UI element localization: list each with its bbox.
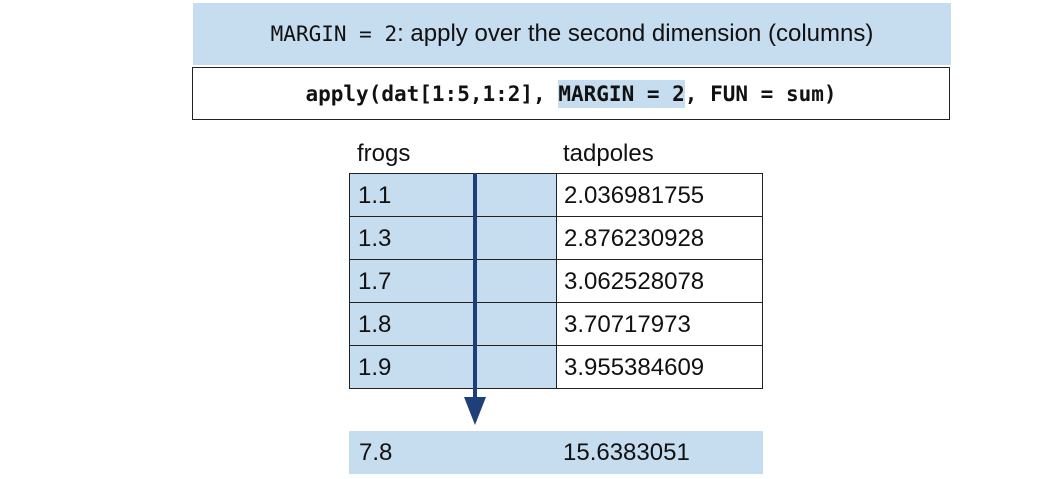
- sum-result-row: 7.8 15.6383051: [349, 431, 763, 474]
- result-tadpoles: 15.6383051: [563, 438, 690, 466]
- cell-frogs: 1.3: [358, 224, 392, 252]
- table-row: 1.3 2.876230928: [350, 217, 762, 260]
- header-tadpoles: tadpoles: [563, 140, 654, 167]
- table-row: 1.8 3.70717973: [350, 303, 762, 346]
- cell-frogs: 1.1: [358, 181, 392, 209]
- result-frogs: 7.8: [359, 438, 393, 466]
- cell-tadpoles: 2.876230928: [564, 224, 705, 252]
- cell-tadpoles: 3.062528078: [564, 267, 705, 295]
- margin-explanation-banner: MARGIN = 2: apply over the second dimens…: [193, 3, 951, 65]
- cell-tadpoles: 2.036981755: [564, 181, 705, 209]
- cell-frogs: 1.7: [358, 267, 392, 295]
- down-arrow-icon: [464, 173, 486, 425]
- cell-frogs: 1.8: [358, 310, 392, 338]
- table-row: 1.9 3.955384609: [350, 346, 762, 389]
- data-table: 1.1 2.036981755 1.3 2.876230928 1.7 3.06…: [349, 173, 763, 389]
- cell-tadpoles: 3.70717973: [564, 310, 691, 338]
- table-row: 1.1 2.036981755: [350, 174, 762, 217]
- code-before: apply(dat[1:5,1:2],: [305, 81, 559, 106]
- frogs-column-highlight: [350, 174, 556, 388]
- cell-tadpoles: 3.955384609: [564, 353, 705, 381]
- code-highlight-margin: MARGIN = 2: [558, 79, 685, 108]
- code-after: , FUN = sum): [684, 81, 837, 106]
- table-row: 1.7 3.062528078: [350, 260, 762, 303]
- cell-frogs: 1.9: [358, 353, 392, 381]
- apply-code-box: apply(dat[1:5,1:2], MARGIN = 2, FUN = su…: [192, 67, 950, 120]
- column-divider: [556, 174, 557, 388]
- banner-text: : apply over the second dimension (colum…: [397, 20, 874, 47]
- banner-code: MARGIN = 2: [270, 22, 398, 46]
- header-frogs: frogs: [357, 140, 411, 167]
